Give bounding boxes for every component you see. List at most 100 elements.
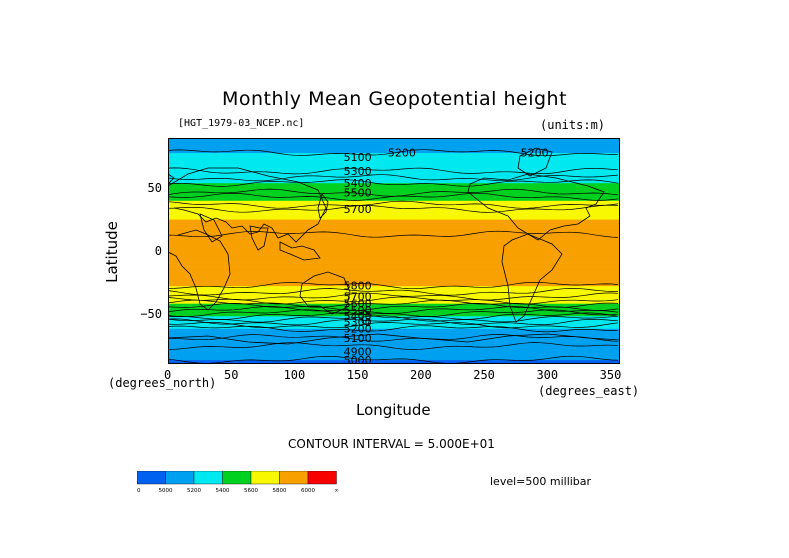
colorbar: 0 5000 5200 5400 5600 5800 6000 ∞ <box>137 471 339 494</box>
coastline-europe <box>168 173 175 185</box>
contour-line <box>168 312 619 320</box>
colorbar-label: 5400 <box>216 488 230 494</box>
height-band <box>168 215 620 218</box>
height-band <box>168 282 620 284</box>
height-band <box>168 262 620 264</box>
height-band <box>168 239 620 242</box>
height-band <box>168 168 620 170</box>
height-band <box>168 360 620 362</box>
units-label: (units:m) <box>540 118 606 132</box>
height-band <box>168 148 620 150</box>
height-band <box>168 154 620 156</box>
colorbar-label: 5600 <box>244 488 258 494</box>
height-band <box>168 325 620 327</box>
height-band <box>168 256 620 258</box>
height-band <box>168 180 620 183</box>
height-band <box>168 186 620 189</box>
height-band <box>168 232 620 234</box>
x-tick-label: 50 <box>223 368 239 382</box>
height-band <box>168 251 620 253</box>
height-band <box>168 155 620 158</box>
height-band <box>168 188 620 190</box>
height-band <box>168 183 620 185</box>
height-band <box>168 277 620 279</box>
height-band <box>168 165 620 168</box>
colorbar-swatch <box>193 471 223 485</box>
contour-label: 5800 <box>344 280 372 293</box>
x-tick-label: 100 <box>283 368 306 382</box>
height-band <box>168 252 620 254</box>
x-units-label: (degrees_east) <box>538 384 640 398</box>
colorbar-label: 5000 <box>159 488 173 494</box>
y-units-label: (degrees_north) <box>108 376 217 390</box>
contour-label: 5200 <box>344 323 372 336</box>
height-band <box>168 145 620 148</box>
height-band <box>168 144 620 146</box>
height-band <box>168 213 620 215</box>
height-band <box>168 321 620 323</box>
contour-label: 5400 <box>344 177 372 190</box>
height-band <box>168 153 620 155</box>
height-band <box>168 205 620 208</box>
height-band <box>168 333 620 336</box>
file-label: [HGT_1979-03_NCEP.nc] <box>178 118 305 129</box>
height-band <box>168 350 620 352</box>
height-band <box>168 176 620 179</box>
height-band <box>168 214 620 217</box>
height-band <box>168 243 620 246</box>
height-band <box>168 170 620 173</box>
x-axis-label: Longitude <box>356 401 431 419</box>
contour-label: 5400 <box>344 310 372 323</box>
height-band <box>168 248 620 251</box>
height-band <box>168 288 620 291</box>
contour-label: 5300 <box>344 165 372 178</box>
height-band <box>168 198 620 200</box>
height-band <box>168 194 620 197</box>
height-band <box>168 332 620 335</box>
height-band <box>168 171 620 174</box>
height-band <box>168 273 620 276</box>
height-band <box>168 184 620 187</box>
contour-line <box>168 321 619 329</box>
coastlines <box>168 147 620 345</box>
chart-title: Monthly Mean Geopotential height <box>221 88 568 110</box>
colorbar-label: 5800 <box>273 488 287 494</box>
height-band <box>168 336 620 338</box>
height-band <box>168 212 620 214</box>
height-band <box>168 189 620 192</box>
height-band <box>168 143 620 145</box>
height-band <box>168 276 620 278</box>
height-band <box>168 141 620 144</box>
contour-line <box>168 230 619 238</box>
height-band <box>168 230 620 233</box>
contour-line <box>168 200 619 209</box>
height-band <box>168 297 620 300</box>
y-axis-label: Latitude <box>103 221 121 283</box>
height-band <box>168 245 620 248</box>
contour-line <box>168 188 619 197</box>
contour-label: 4900 <box>344 345 372 358</box>
y-tick-label: 0 <box>154 244 162 258</box>
contour-line <box>168 318 619 326</box>
height-band <box>168 358 620 361</box>
height-band <box>168 307 620 310</box>
height-band <box>168 202 620 204</box>
contour-lines <box>168 149 619 364</box>
height-band <box>168 318 620 321</box>
height-band <box>168 156 620 159</box>
height-band <box>168 204 620 207</box>
height-band <box>168 197 620 199</box>
height-band <box>168 254 620 257</box>
height-band <box>168 323 620 326</box>
height-band <box>168 163 620 165</box>
plot-frame <box>168 138 620 364</box>
coastline-south-america <box>501 233 563 323</box>
height-band <box>168 274 620 277</box>
height-band <box>168 352 620 355</box>
height-band <box>168 210 620 213</box>
x-tick-label: 150 <box>346 368 369 382</box>
height-band <box>168 228 620 230</box>
height-band <box>168 313 620 316</box>
x-tick-label: 0 <box>164 368 172 382</box>
height-band <box>168 279 620 282</box>
